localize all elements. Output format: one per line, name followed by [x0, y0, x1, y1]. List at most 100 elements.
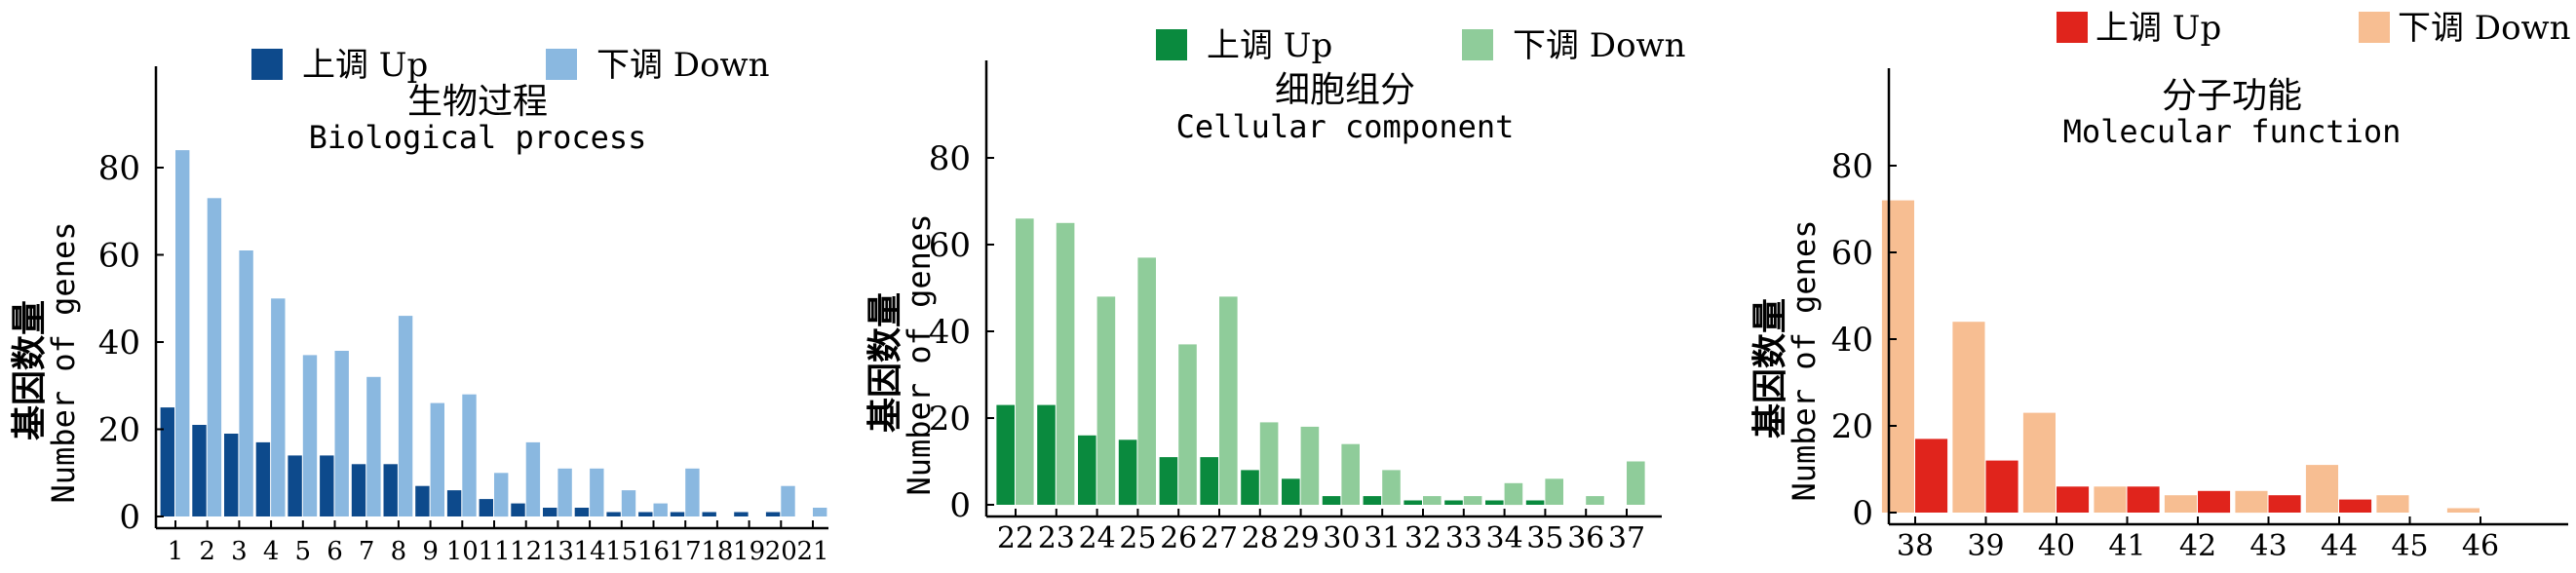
bar-up-1	[160, 407, 174, 516]
bar-down-24	[1096, 296, 1116, 505]
y-tick-label-0: 0	[1852, 494, 1873, 533]
bar-down-37	[1627, 461, 1645, 505]
bar-down-40	[2022, 412, 2056, 513]
bar-down-36	[1586, 496, 1604, 505]
bar-up-39	[1985, 460, 2019, 513]
y-axis-label-cn: 基因数量	[9, 300, 50, 440]
bar-up-5	[288, 455, 302, 516]
bar-up-42	[2198, 490, 2231, 514]
legend: 上调 Up 下调 Down	[1156, 26, 1686, 65]
chart-subtitle: Cellular component	[1176, 108, 1515, 145]
y-tick-label-60: 60	[98, 237, 140, 276]
x-tick-label-24: 24	[1079, 521, 1116, 555]
bar-down-1	[175, 150, 190, 516]
x-tick-label-3: 3	[231, 537, 248, 566]
y-tick-label-60: 60	[929, 226, 971, 265]
y-axis-label: Number of genes	[1786, 220, 1823, 502]
bar-up-29	[1282, 478, 1300, 505]
bar-up-35	[1525, 500, 1545, 505]
bar-up-44	[2339, 499, 2372, 513]
bar-up-19	[734, 512, 749, 516]
legend-swatch-up	[2057, 12, 2088, 43]
x-tick-label-6: 6	[327, 537, 343, 566]
chart-subtitle: Molecular function	[2063, 113, 2402, 150]
chart-subtitle: Biological process	[309, 119, 647, 156]
bar-down-12	[525, 441, 541, 516]
x-tick-label-46: 46	[2462, 529, 2499, 563]
x-tick-label-9: 9	[422, 537, 439, 566]
x-tick-label-25: 25	[1119, 521, 1156, 555]
x-tick-label-30: 30	[1323, 521, 1360, 555]
bar-up-6	[320, 455, 334, 516]
legend-swatch-down	[546, 49, 577, 80]
y-tick-label-80: 80	[1831, 147, 1873, 186]
x-tick-label-38: 38	[1897, 529, 1934, 563]
bar-up-3	[224, 434, 239, 516]
x-tick-label-41: 41	[2108, 529, 2145, 563]
legend-swatch-up	[251, 49, 283, 80]
bar-down-3	[239, 250, 253, 516]
x-tick-label-35: 35	[1526, 521, 1563, 555]
bar-up-41	[2127, 486, 2160, 513]
y-tick-label-20: 20	[1831, 407, 1873, 446]
bar-up-4	[255, 441, 271, 516]
x-tick-label-15: 15	[605, 537, 637, 566]
x-tick-label-12: 12	[510, 537, 542, 566]
legend-label-down: 下调 Down	[596, 46, 770, 85]
bar-up-12	[511, 503, 525, 516]
bar-up-28	[1241, 470, 1259, 505]
x-tick-label-16: 16	[637, 537, 670, 566]
x-tick-label-7: 7	[359, 537, 375, 566]
bar-down-39	[1952, 322, 1985, 513]
legend-label-down: 下调 Down	[2398, 9, 2571, 48]
y-tick-label-60: 60	[1831, 234, 1873, 273]
bar-down-6	[334, 351, 349, 516]
x-tick-label-2: 2	[199, 537, 215, 566]
x-tick-label-44: 44	[2321, 529, 2358, 563]
bar-down-42	[2164, 495, 2197, 513]
bar-up-32	[1403, 500, 1422, 505]
y-tick-label-20: 20	[929, 400, 971, 439]
x-tick-label-13: 13	[542, 537, 574, 566]
x-tick-label-1: 1	[168, 537, 184, 566]
y-tick-label-80: 80	[929, 139, 971, 178]
bar-up-15	[606, 512, 621, 516]
x-tick-label-17: 17	[670, 537, 702, 566]
chart-title: 分子功能	[2162, 76, 2302, 116]
x-tick-label-39: 39	[1967, 529, 2004, 563]
bar-up-2	[192, 425, 207, 516]
x-tick-label-18: 18	[701, 537, 733, 566]
x-tick-label-34: 34	[1486, 521, 1523, 555]
bar-down-28	[1259, 422, 1279, 505]
legend: 上调 Up 下调 Down	[251, 46, 770, 85]
bar-down-35	[1545, 478, 1563, 505]
x-tick-label-29: 29	[1283, 521, 1320, 555]
bar-up-43	[2268, 495, 2301, 513]
bar-up-33	[1444, 500, 1463, 505]
y-axis-label: Number of genes	[901, 214, 938, 496]
y-tick-label-0: 0	[949, 486, 971, 525]
bar-down-8	[398, 316, 413, 516]
bar-up-27	[1200, 457, 1218, 505]
legend-swatch-down	[2359, 12, 2390, 43]
legend-label-down: 下调 Down	[1513, 26, 1686, 65]
y-tick-label-40: 40	[929, 313, 971, 352]
x-tick-label-42: 42	[2179, 529, 2216, 563]
bar-up-22	[996, 404, 1015, 505]
x-tick-label-26: 26	[1160, 521, 1197, 555]
bar-down-38	[1881, 200, 1914, 513]
bar-down-29	[1300, 426, 1320, 505]
bar-down-33	[1463, 496, 1482, 505]
y-tick-label-0: 0	[119, 498, 140, 537]
x-tick-label-33: 33	[1445, 521, 1482, 555]
bar-down-45	[2376, 495, 2409, 513]
bar-up-40	[2057, 486, 2090, 513]
bar-down-44	[2305, 465, 2338, 513]
y-tick-label-20: 20	[98, 411, 140, 450]
bar-up-31	[1363, 496, 1382, 505]
bar-down-31	[1382, 470, 1401, 505]
y-axis-label-cn: 基因数量	[1749, 298, 1790, 439]
x-tick-label-10: 10	[446, 537, 479, 566]
bar-down-25	[1137, 257, 1156, 505]
